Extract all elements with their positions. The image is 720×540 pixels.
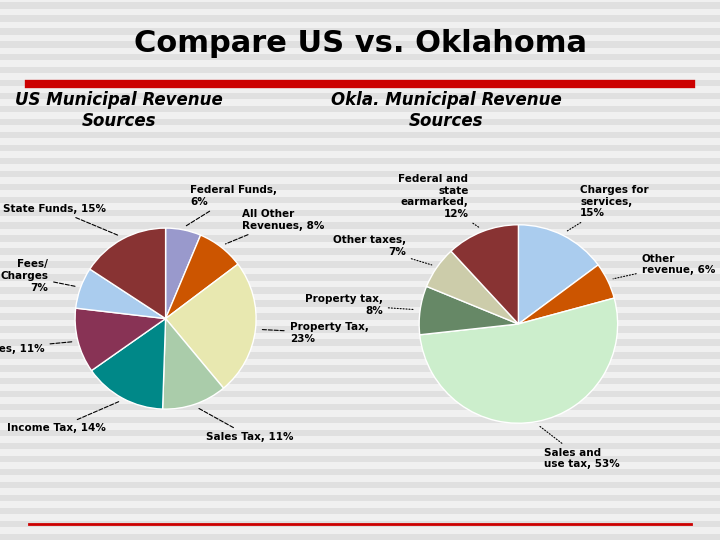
Wedge shape xyxy=(426,251,518,324)
Text: Property tax,
8%: Property tax, 8% xyxy=(305,294,415,316)
Wedge shape xyxy=(166,264,256,388)
Wedge shape xyxy=(166,235,238,319)
Text: Other
revenue, 6%: Other revenue, 6% xyxy=(613,253,715,279)
Text: Property Tax,
23%: Property Tax, 23% xyxy=(261,322,369,344)
Text: Federal Funds,
6%: Federal Funds, 6% xyxy=(186,185,277,226)
Wedge shape xyxy=(451,225,518,324)
Wedge shape xyxy=(166,228,201,319)
Text: State Funds, 15%: State Funds, 15% xyxy=(3,204,119,235)
Text: Sales and
use tax, 53%: Sales and use tax, 53% xyxy=(539,426,620,469)
Wedge shape xyxy=(91,319,166,409)
Wedge shape xyxy=(76,269,166,319)
Text: Okla. Municipal Revenue
Sources: Okla. Municipal Revenue Sources xyxy=(331,91,562,130)
Wedge shape xyxy=(163,319,223,409)
Wedge shape xyxy=(518,225,598,324)
Wedge shape xyxy=(90,228,166,319)
Wedge shape xyxy=(75,308,166,370)
Wedge shape xyxy=(420,298,618,423)
Wedge shape xyxy=(518,265,614,324)
Text: Sales Tax, 11%: Sales Tax, 11% xyxy=(198,408,294,442)
Text: Federal and
state
earmarked,
12%: Federal and state earmarked, 12% xyxy=(398,174,479,227)
Text: Income Tax, 14%: Income Tax, 14% xyxy=(7,402,119,434)
Text: Fees/
Charges
7%: Fees/ Charges 7% xyxy=(0,260,75,293)
Text: Charges for
services,
15%: Charges for services, 15% xyxy=(567,185,649,231)
Text: Other Taxes, 11%: Other Taxes, 11% xyxy=(0,342,73,354)
Text: Other taxes,
7%: Other taxes, 7% xyxy=(333,235,432,265)
Text: All Other
Revenues, 8%: All Other Revenues, 8% xyxy=(225,209,325,244)
Wedge shape xyxy=(419,286,518,335)
Text: US Municipal Revenue
Sources: US Municipal Revenue Sources xyxy=(15,91,222,130)
Text: Compare US vs. Oklahoma: Compare US vs. Oklahoma xyxy=(133,29,587,58)
